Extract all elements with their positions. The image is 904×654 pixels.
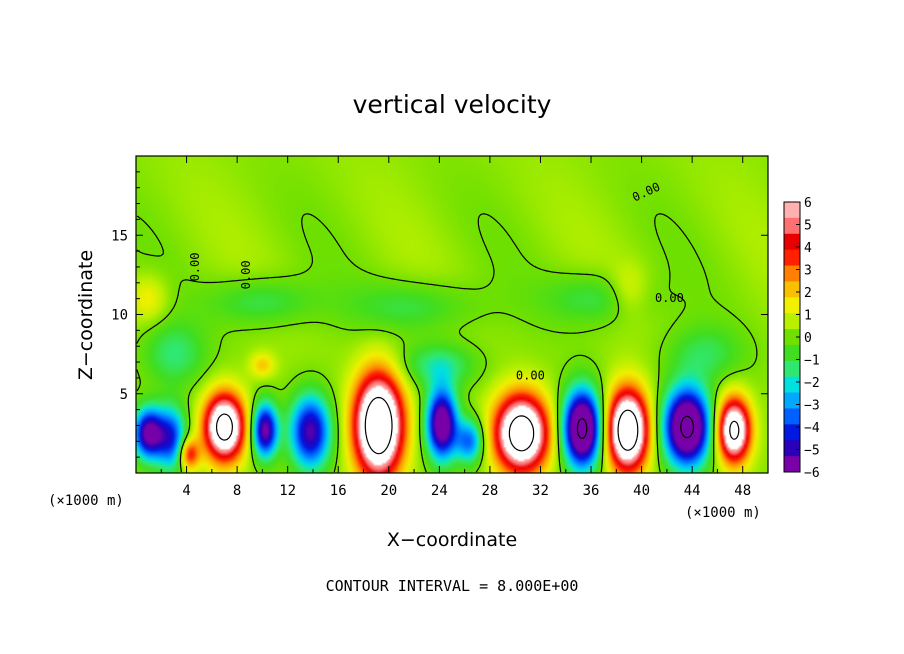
chart-title: vertical velocity [353,90,552,119]
colorbar-band [784,265,800,282]
x-tick-label: 20 [380,483,397,499]
colorbar-band [784,313,800,330]
x-tick-label: 32 [532,483,549,499]
y-tick-label: 5 [120,387,128,403]
y-axis-label: Z−coordinate [75,250,97,380]
x-tick-label: 24 [431,483,448,499]
x-tick-label: 40 [633,483,650,499]
colorbar-band [784,281,800,298]
colorbar-label: 4 [804,241,812,256]
colorbar-band [784,408,800,425]
colorbar-band [784,376,800,394]
colorbar-band [784,217,800,235]
colorbar-band [784,440,800,457]
contour-label: 0.00 [239,260,253,289]
colorbar-band [784,202,800,219]
x-axis-ticks: 4 8 12 16 20 24 28 32 36 40 44 48 [160,156,751,499]
colorbar-label: 0 [804,331,812,346]
colorbar-band [784,249,800,267]
plot-area: 0.00 0.000.000.000.00 4 8 12 16 20 24 28 32 36 40 4… [111,155,769,499]
x-tick-label: 8 [233,483,241,499]
x-tick-label: 4 [182,483,190,499]
colorbar-band [784,344,800,362]
colorbar-label: −6 [804,466,820,481]
colorbar-label: −3 [804,399,820,414]
y-axis-ticks: 5 10 15 [111,171,768,458]
contour--8 [576,415,694,439]
colorbar-band [784,392,800,409]
colorbar-band [784,329,800,346]
colorbar-label: −5 [804,444,820,459]
colorbar-label: −2 [804,376,820,391]
contour-label: 0.00 [188,252,202,281]
colorbar-label: 3 [804,264,812,279]
contour-label: 0.00 [655,291,684,305]
contour-0 [136,213,758,473]
x-unit-label-left: (×1000 m) [48,493,124,509]
colorbar-label: 6 [804,196,812,211]
heatmap-field [136,156,768,473]
x-axis-label: X−coordinate [387,529,517,551]
x-tick-label: 16 [330,483,347,499]
colorbar-band [784,297,800,314]
colorbar-label: 2 [804,286,812,301]
colorbar-label: 5 [804,219,812,234]
colorbar-band [784,424,800,441]
colorbar-band [784,456,800,473]
x-tick-label: 48 [734,483,751,499]
x-tick-label: 44 [684,483,701,499]
x-tick-label: 12 [279,483,296,499]
x-tick-label: 28 [481,483,498,499]
contour-lines [136,213,758,473]
colorbar-band [784,360,800,378]
colorbar-label: −1 [804,354,820,369]
colorbar-label: 1 [804,309,812,324]
contour-label: 0.00 [516,368,545,382]
y-tick-label: 10 [111,308,128,324]
colorbar-label: −4 [804,421,820,436]
colorbar-band [784,233,800,251]
y-tick-label: 15 [111,228,128,244]
colorbar: 6 5 4 3 2 1 0 −1 −2 −3 −4 −5 −6 [783,196,820,481]
contour-8 [216,396,740,455]
x-unit-label-right: (×1000 m) [685,505,761,521]
x-tick-label: 36 [583,483,600,499]
contour-interval-text: CONTOUR INTERVAL = 8.000E+00 [326,577,579,595]
